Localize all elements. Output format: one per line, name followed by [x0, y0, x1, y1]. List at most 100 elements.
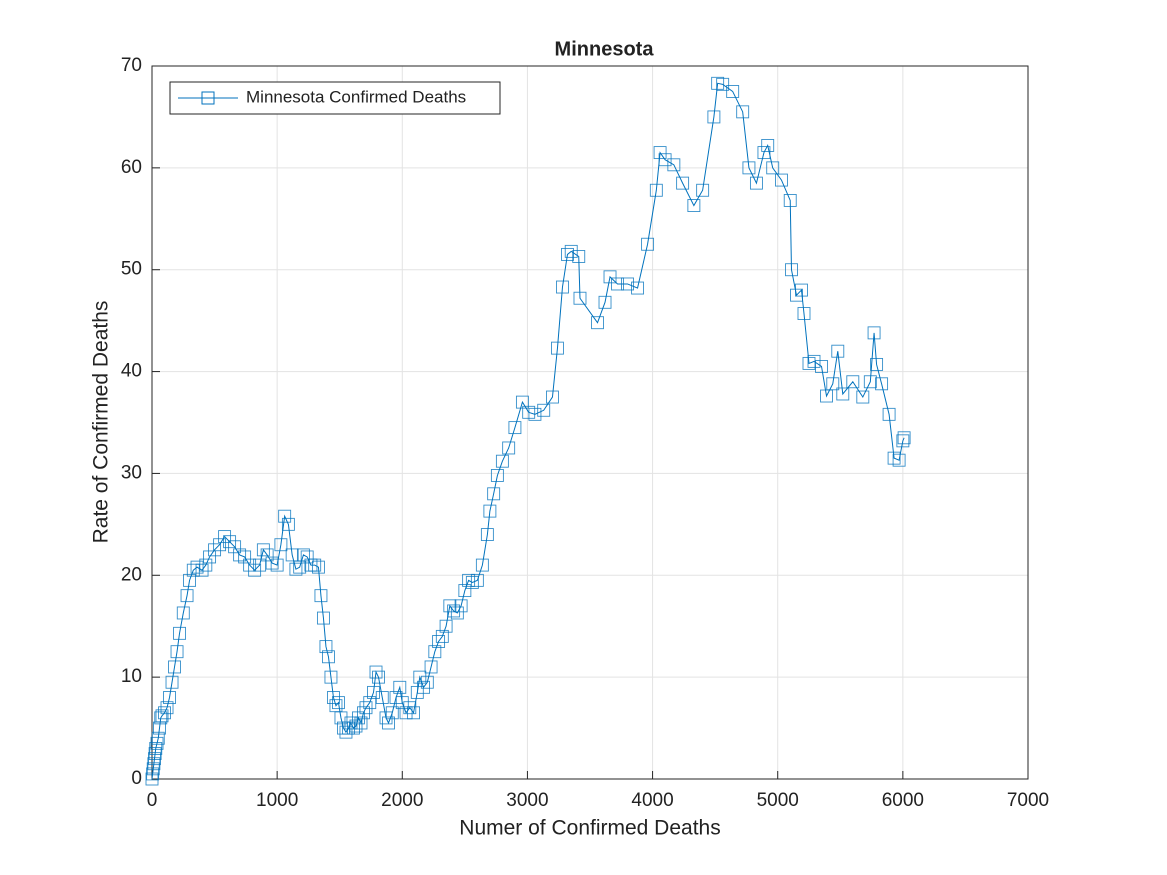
marker [508, 421, 522, 435]
marker [761, 138, 775, 152]
marker [413, 670, 427, 684]
marker [168, 660, 181, 674]
marker [564, 244, 578, 258]
marker [892, 453, 906, 467]
marker [826, 377, 840, 391]
axes-box [151, 65, 1029, 780]
marker [775, 173, 788, 187]
marker [349, 719, 363, 733]
y-tick-label: 40 [121, 361, 142, 382]
marker [443, 599, 457, 613]
marker [289, 562, 303, 576]
marker [173, 626, 186, 640]
marker [631, 281, 645, 295]
marker [447, 604, 461, 618]
marker [308, 558, 322, 572]
marker [641, 237, 655, 251]
marker [322, 650, 335, 664]
marker [176, 606, 190, 620]
marker [742, 161, 756, 175]
marker [795, 283, 808, 297]
marker [208, 543, 222, 557]
marker [611, 277, 624, 291]
y-tick-label: 30 [121, 462, 142, 483]
y-tick-label: 0 [131, 768, 142, 789]
marker [314, 589, 328, 603]
marker [332, 696, 345, 710]
marker [300, 550, 314, 564]
marker [155, 709, 169, 723]
marker [256, 543, 270, 557]
x-tick-label: 2000 [381, 790, 423, 811]
marker [707, 110, 721, 124]
marker [327, 691, 340, 704]
marker [417, 680, 431, 694]
marker [676, 176, 690, 190]
marker [667, 158, 681, 172]
marker [424, 660, 438, 674]
marker [897, 431, 911, 445]
marker [435, 629, 449, 643]
marker [253, 558, 267, 572]
marker [334, 711, 348, 725]
marker [716, 77, 730, 91]
marker [393, 680, 407, 694]
marker [243, 558, 257, 572]
marker [573, 291, 587, 305]
marker [344, 716, 358, 730]
marker [148, 752, 161, 766]
marker [150, 736, 164, 750]
marker [363, 696, 377, 710]
marker [870, 357, 884, 371]
marker [180, 589, 194, 603]
marker [831, 344, 845, 358]
marker [228, 540, 242, 554]
marker [233, 548, 247, 562]
marker [802, 356, 816, 370]
marker [223, 535, 237, 549]
marker [420, 675, 434, 689]
marker [183, 573, 196, 587]
y-tick-label: 50 [121, 259, 142, 280]
marker [278, 509, 292, 523]
marker [311, 560, 325, 574]
marker [882, 407, 896, 421]
marker [428, 645, 442, 659]
marker [218, 530, 232, 544]
marker [281, 517, 295, 531]
y-axis-label: Rate of Confirmed Deaths [90, 301, 113, 544]
marker [274, 538, 288, 552]
marker [407, 706, 420, 720]
marker [546, 390, 559, 404]
marker [265, 556, 279, 570]
marker [726, 85, 740, 98]
marker [382, 716, 395, 730]
marker [896, 434, 910, 448]
marker [495, 454, 509, 468]
marker [285, 548, 299, 562]
marker [203, 550, 217, 564]
marker [475, 558, 489, 572]
y-tick-label: 20 [121, 564, 142, 585]
marker [465, 575, 479, 589]
marker [270, 558, 284, 572]
marker [399, 706, 413, 720]
marker [260, 548, 274, 562]
marker [846, 375, 860, 389]
marker [480, 528, 494, 541]
marker [160, 701, 174, 715]
marker [195, 563, 209, 577]
marker [213, 538, 227, 552]
marker [757, 146, 771, 160]
series-line [151, 82, 905, 780]
y-tick-label: 70 [121, 55, 142, 76]
marker [367, 685, 380, 699]
x-tick-label: 4000 [631, 790, 673, 811]
marker [551, 341, 564, 355]
chart-title: Minnesota [555, 38, 655, 60]
marker [653, 146, 667, 160]
marker [766, 161, 780, 175]
marker [450, 606, 464, 620]
